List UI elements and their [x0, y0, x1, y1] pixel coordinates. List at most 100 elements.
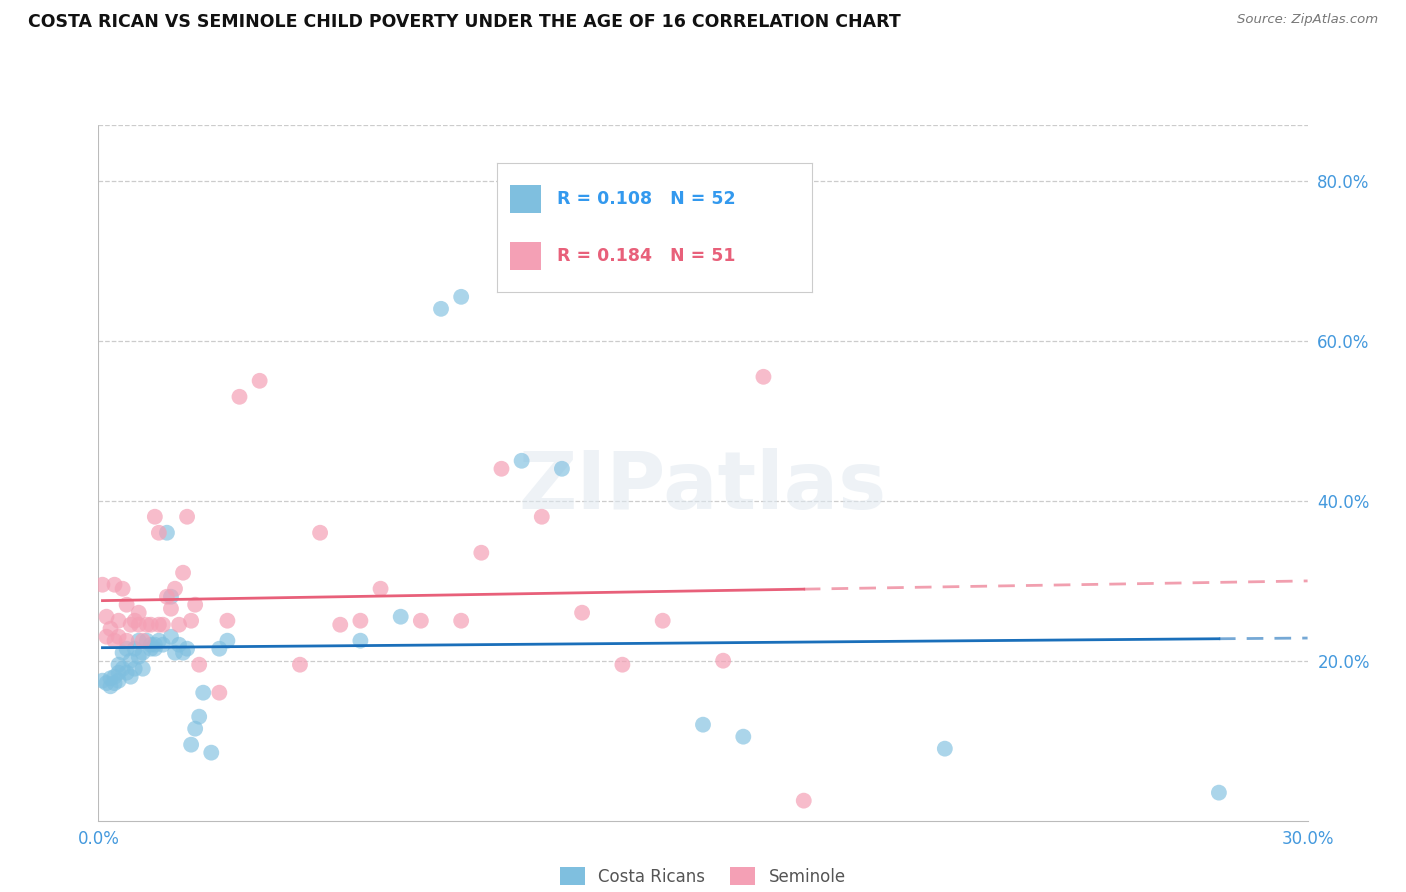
- Point: [793, 794, 815, 808]
- Point: [107, 657, 129, 672]
- Point: [96, 630, 118, 644]
- Point: [349, 614, 371, 628]
- Point: [100, 622, 122, 636]
- Point: [163, 646, 186, 660]
- Point: [450, 290, 472, 304]
- Point: [934, 741, 956, 756]
- Point: [180, 738, 202, 752]
- Point: [163, 582, 186, 596]
- Point: [128, 606, 150, 620]
- Point: [91, 578, 114, 592]
- Point: [208, 641, 231, 656]
- Point: [91, 673, 114, 688]
- Point: [107, 614, 129, 628]
- Point: [370, 582, 392, 596]
- Point: [217, 614, 239, 628]
- Point: [409, 614, 432, 628]
- Point: [349, 633, 371, 648]
- Point: [176, 641, 198, 656]
- Point: [309, 525, 332, 540]
- Point: [100, 679, 122, 693]
- Point: [111, 646, 134, 660]
- Point: [120, 670, 142, 684]
- Point: [103, 633, 125, 648]
- Point: [200, 746, 222, 760]
- Point: [96, 609, 118, 624]
- Point: [107, 665, 129, 680]
- Point: [193, 686, 215, 700]
- Bar: [510, 242, 541, 270]
- Point: [733, 730, 755, 744]
- Point: [143, 638, 166, 652]
- Point: [128, 617, 150, 632]
- Point: [430, 301, 453, 316]
- Point: [139, 641, 162, 656]
- Point: [752, 369, 775, 384]
- Point: [180, 614, 202, 628]
- Point: [111, 582, 134, 596]
- Point: [124, 662, 146, 676]
- Point: [120, 617, 142, 632]
- Point: [103, 670, 125, 684]
- Legend: Costa Ricans, Seminole: Costa Ricans, Seminole: [554, 861, 852, 892]
- Point: [571, 606, 593, 620]
- Point: [470, 546, 492, 560]
- Point: [711, 654, 734, 668]
- Point: [124, 641, 146, 656]
- Point: [124, 614, 146, 628]
- Text: Source: ZipAtlas.com: Source: ZipAtlas.com: [1237, 13, 1378, 27]
- Point: [208, 686, 231, 700]
- Point: [176, 509, 198, 524]
- Point: [107, 673, 129, 688]
- Point: [128, 633, 150, 648]
- Point: [188, 709, 211, 723]
- Point: [132, 633, 155, 648]
- Point: [389, 609, 412, 624]
- Point: [143, 509, 166, 524]
- Point: [132, 662, 155, 676]
- Point: [143, 641, 166, 656]
- Point: [651, 614, 673, 628]
- Point: [160, 590, 183, 604]
- Point: [288, 657, 311, 672]
- Text: R = 0.108   N = 52: R = 0.108 N = 52: [557, 190, 735, 208]
- Point: [103, 578, 125, 592]
- Point: [128, 649, 150, 664]
- Point: [152, 638, 174, 652]
- Point: [156, 590, 179, 604]
- Text: ZIPatlas: ZIPatlas: [519, 448, 887, 525]
- Point: [249, 374, 271, 388]
- Point: [148, 633, 170, 648]
- Point: [111, 662, 134, 676]
- Point: [450, 614, 472, 628]
- Point: [491, 462, 513, 476]
- Point: [132, 646, 155, 660]
- Point: [692, 717, 714, 731]
- Point: [115, 641, 138, 656]
- Point: [120, 654, 142, 668]
- Point: [160, 630, 183, 644]
- Point: [167, 617, 190, 632]
- Point: [184, 722, 207, 736]
- Point: [1208, 786, 1230, 800]
- Point: [188, 657, 211, 672]
- Text: COSTA RICAN VS SEMINOLE CHILD POVERTY UNDER THE AGE OF 16 CORRELATION CHART: COSTA RICAN VS SEMINOLE CHILD POVERTY UN…: [28, 13, 901, 31]
- Point: [156, 525, 179, 540]
- Point: [96, 676, 118, 690]
- Point: [551, 462, 574, 476]
- Point: [107, 630, 129, 644]
- Point: [530, 509, 553, 524]
- Point: [135, 633, 157, 648]
- Point: [612, 657, 634, 672]
- Point: [172, 646, 194, 660]
- Bar: [510, 185, 541, 213]
- Point: [172, 566, 194, 580]
- Text: R = 0.184   N = 51: R = 0.184 N = 51: [557, 247, 735, 265]
- Point: [510, 454, 533, 468]
- Point: [100, 671, 122, 685]
- Point: [139, 638, 162, 652]
- Point: [329, 617, 352, 632]
- Point: [228, 390, 250, 404]
- Point: [103, 676, 125, 690]
- Point: [148, 525, 170, 540]
